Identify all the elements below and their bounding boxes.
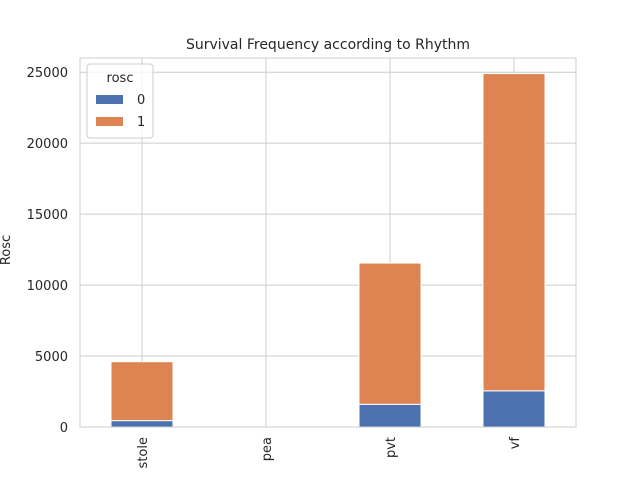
legend-label-0: 0: [137, 93, 145, 108]
y-axis-label: Rosc: [0, 235, 14, 265]
y-tick-label: 20000: [27, 137, 68, 152]
bar-stole-series-1: [110, 361, 174, 422]
x-axis-ticks: stole pea pvt vf: [136, 437, 523, 469]
bar-stole-series-0: [110, 420, 174, 428]
y-axis-ticks: 0 5000 10000 15000 20000 25000: [27, 66, 68, 436]
y-tick-label: 10000: [27, 279, 68, 294]
bar-vf-series-1: [482, 73, 546, 392]
legend-swatch-1: [96, 117, 123, 126]
bar-pvt-series-1: [358, 262, 422, 405]
chart-title: Survival Frequency according to Rhythm: [186, 37, 470, 53]
bars: [110, 73, 546, 428]
y-tick-label: 0: [60, 421, 68, 436]
y-tick-label: 25000: [27, 66, 68, 81]
x-tick-label: vf: [508, 437, 523, 450]
y-tick-label: 5000: [35, 350, 68, 365]
legend-swatch-0: [96, 95, 123, 104]
bar-pvt-series-0: [358, 403, 422, 428]
legend-label-1: 1: [137, 115, 145, 130]
plot-frame: [79, 57, 577, 428]
x-tick-label: pea: [260, 437, 275, 461]
x-tick-label: stole: [136, 437, 151, 468]
x-tick-label: pvt: [384, 437, 399, 458]
bar-vf-series-0: [482, 390, 546, 428]
y-tick-label: 15000: [27, 208, 68, 223]
legend-title: rosc: [107, 71, 134, 86]
